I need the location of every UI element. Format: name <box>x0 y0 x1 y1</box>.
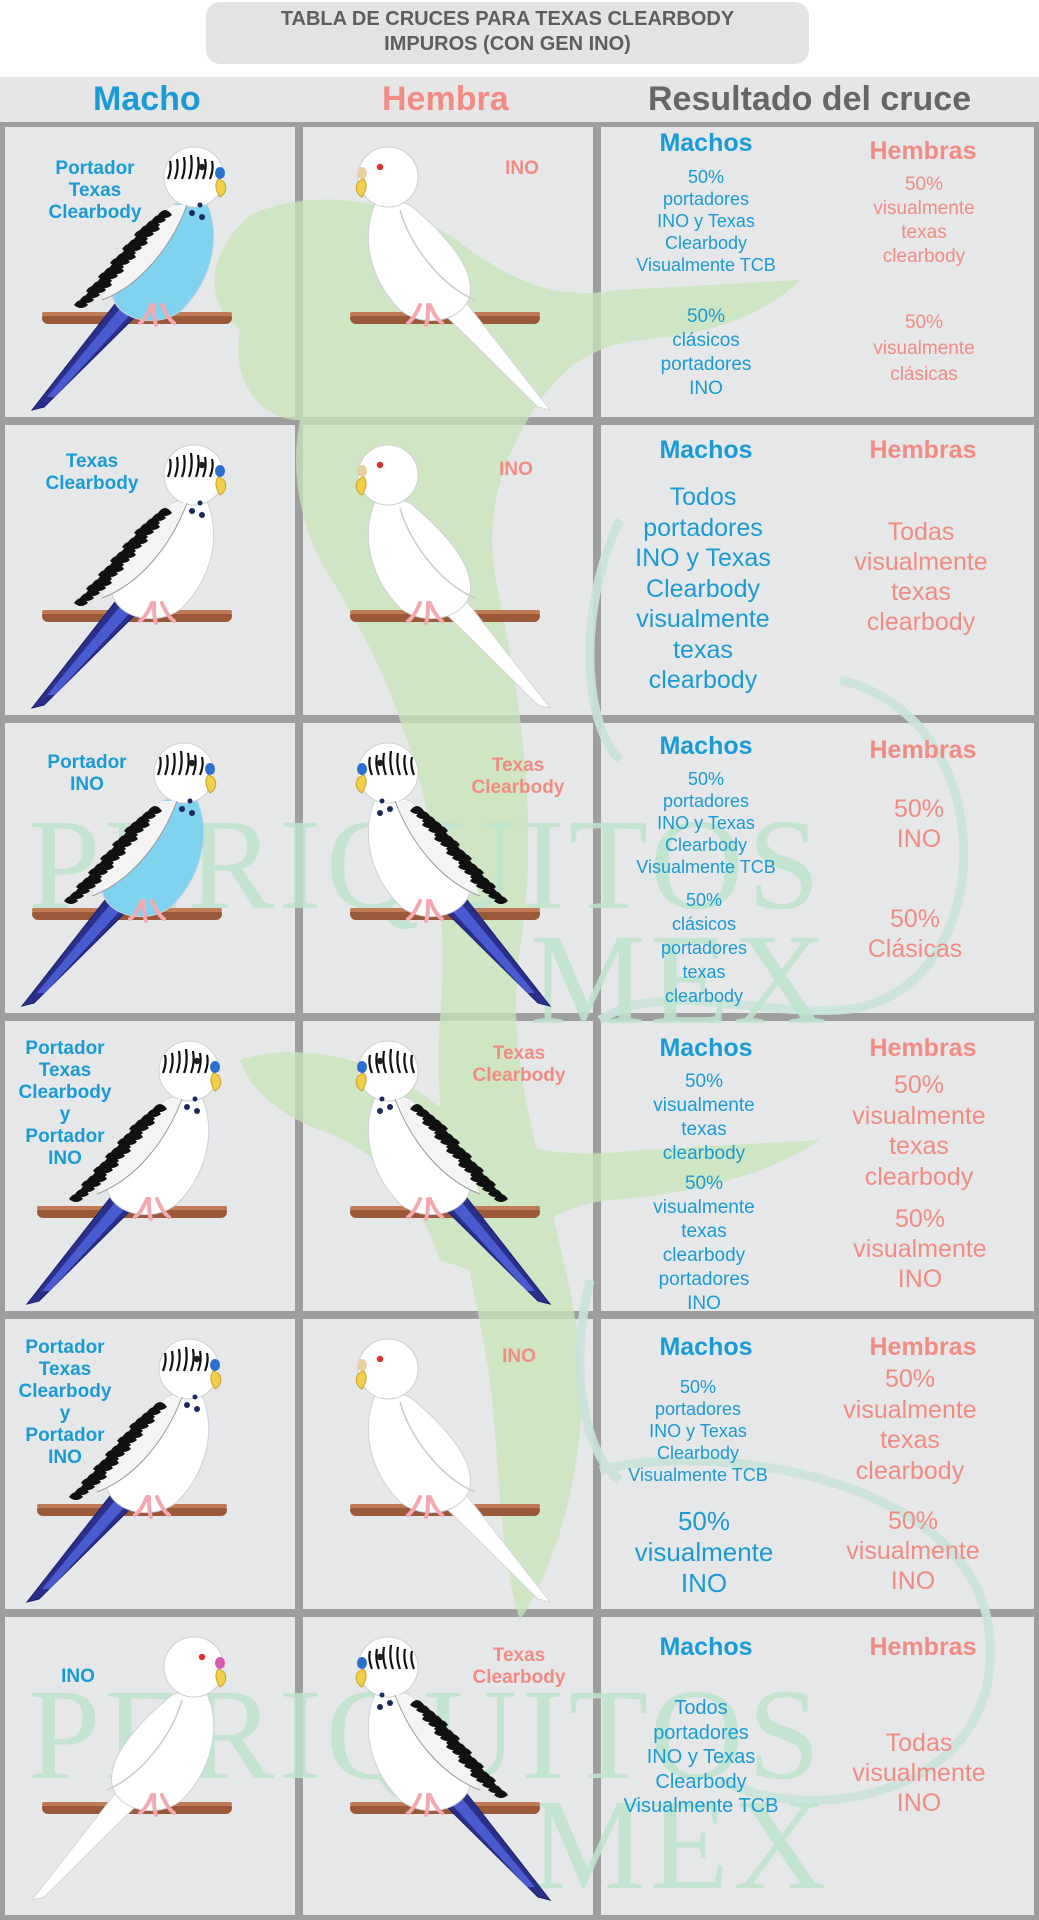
males-result: 50% portadores INO y Texas Clearbody Vis… <box>636 769 776 877</box>
male-parakeet-light-blue-icon <box>30 146 232 411</box>
chart-title: TABLA DE CRUCES PARA TEXAS CLEARBODY IMP… <box>206 2 809 64</box>
male-label: Portador INO <box>47 752 127 795</box>
female-parakeet-white-icon <box>350 742 552 1007</box>
males-result: 50% portadores INO y Texas Clearbody Vis… <box>636 167 776 275</box>
male-label: INO <box>61 1666 95 1687</box>
females-result: Todas visualmente texas clearbody <box>854 518 988 636</box>
males-header: Machos <box>659 732 753 760</box>
header-band <box>0 77 1039 123</box>
females-header: Hembras <box>869 137 977 165</box>
male-parakeet-white-icon <box>25 1040 227 1305</box>
females-result: 50% visualmente texas clearbody <box>873 174 975 267</box>
males-header: Machos <box>659 129 753 157</box>
female-label: Texas Clearbody <box>472 1645 566 1688</box>
male-parakeet-ino-icon <box>30 1636 232 1901</box>
female-parakeet-white-icon <box>350 1636 552 1901</box>
female-parakeet-ino-icon <box>350 146 552 411</box>
females-result: 50% visualmente clásicas <box>873 312 975 385</box>
male-label: Texas Clearbody <box>45 451 139 494</box>
males-result: 50% visualmente INO <box>634 1506 774 1598</box>
title-line-1: TABLA DE CRUCES PARA TEXAS CLEARBODY <box>280 8 735 30</box>
female-parakeet-white-icon <box>350 1040 552 1305</box>
females-result: 50% Clásicas <box>867 905 963 963</box>
females-result: 50% visualmente INO <box>846 1507 980 1595</box>
females-result: Todas visualmente INO <box>852 1729 986 1817</box>
males-header: Machos <box>659 1034 753 1062</box>
female-label: INO <box>505 158 539 179</box>
female-label: Texas Clearbody <box>472 1043 566 1086</box>
males-result: Todos portadores INO y Texas Clearbody v… <box>635 483 771 694</box>
female-label: INO <box>499 459 533 480</box>
males-header: Machos <box>659 436 753 464</box>
male-label: Portador Texas Clearbody y Portador INO <box>18 1038 112 1169</box>
females-header: Hembras <box>869 1633 977 1661</box>
column-header-result: Resultado del cruce <box>648 80 972 118</box>
male-label: Portador Texas Clearbody y Portador INO <box>18 1337 112 1468</box>
male-parakeet-white-icon <box>30 444 232 709</box>
female-parakeet-ino-icon <box>350 444 552 709</box>
males-result: 50% visualmente texas clearbody <box>653 1071 755 1164</box>
females-result: 50% INO <box>893 795 945 853</box>
female-label: INO <box>502 1346 536 1367</box>
female-label: Texas Clearbody <box>471 755 565 798</box>
males-result: 50% portadores INO y Texas Clearbody Vis… <box>628 1377 768 1485</box>
males-header: Machos <box>659 1333 753 1361</box>
males-result: 50% clásicos portadores INO <box>660 306 752 399</box>
male-parakeet-light-blue-icon <box>20 742 222 1007</box>
females-result: 50% visualmente INO <box>853 1205 987 1293</box>
male-parakeet-white-icon <box>25 1338 227 1603</box>
title-line-2: IMPUROS (CON GEN INO) <box>384 33 631 55</box>
female-parakeet-ino-icon <box>350 1338 552 1603</box>
males-result: 50% clásicos portadores texas clearbody <box>660 890 748 1006</box>
females-result: 50% visualmente texas clearbody <box>843 1365 977 1485</box>
females-header: Hembras <box>869 436 977 464</box>
male-label: Portador Texas Clearbody <box>48 158 142 223</box>
females-result: 50% visualmente texas clearbody <box>852 1071 986 1191</box>
males-result: Todos portadores INO y Texas Clearbody V… <box>623 1697 779 1817</box>
males-header: Machos <box>659 1633 753 1661</box>
males-result: 50% visualmente texas clearbody portador… <box>653 1173 755 1314</box>
females-header: Hembras <box>869 736 977 764</box>
females-header: Hembras <box>869 1333 977 1361</box>
column-header-male: Macho <box>93 80 201 118</box>
females-header: Hembras <box>869 1034 977 1062</box>
column-header-female: Hembra <box>382 80 509 118</box>
